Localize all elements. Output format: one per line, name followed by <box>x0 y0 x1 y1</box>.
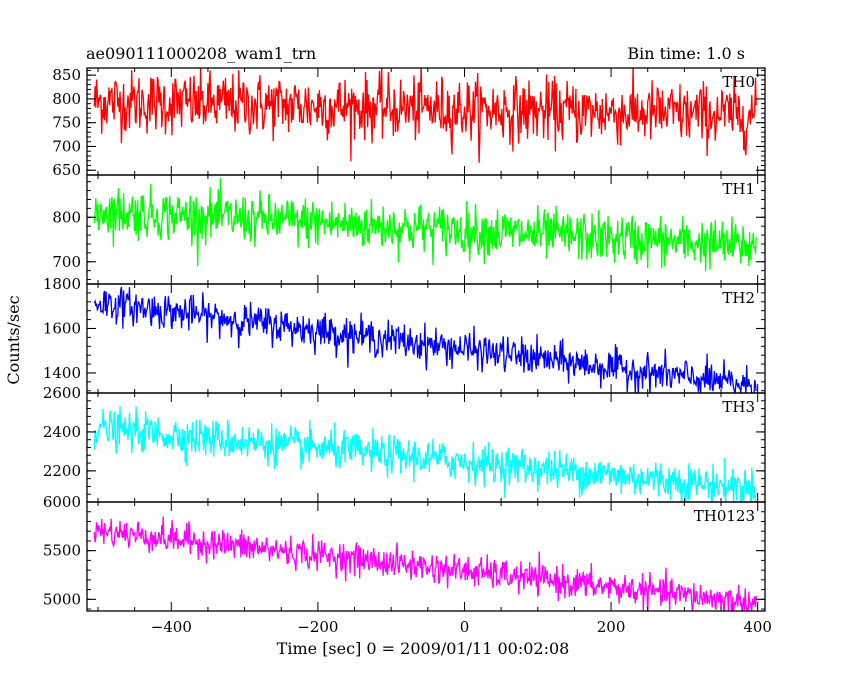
x-tick-label: −200 <box>297 618 338 636</box>
panel-th0123: 5000 5500 6000 TH0123 <box>43 493 766 612</box>
panel-label-th1: TH1 <box>722 180 755 198</box>
y-tick-label: 6000 <box>43 493 81 511</box>
panel-th3: 2200 2400 2600 TH3 <box>43 384 766 503</box>
panels-group: 650 700 750 800 850 TH0 700 800 TH1 1400 1600 1800 T… <box>43 66 766 612</box>
series-th1 <box>93 177 757 272</box>
y-tick-label: 1800 <box>43 275 81 293</box>
y-tick-label: 2600 <box>43 384 81 402</box>
x-axis-label: Time [sec] 0 = 2009/01/11 00:02:08 <box>277 639 570 658</box>
x-axis: −400 −200 0 200 400 <box>151 618 772 636</box>
panel-label-th3: TH3 <box>722 398 755 416</box>
y-tick-label: 5500 <box>43 542 81 560</box>
panel-label-th0: TH0 <box>722 73 755 91</box>
y-tick-label: 5000 <box>43 590 81 608</box>
panel-th1: 700 800 TH1 <box>52 174 766 285</box>
panel-th2: 1400 1600 1800 TH2 <box>43 275 766 394</box>
header-right-title: Bin time: 1.0 s <box>627 44 745 63</box>
panel-frame <box>86 67 766 176</box>
panel-label-th0123: TH0123 <box>694 507 755 525</box>
y-tick-label: 2400 <box>43 423 81 441</box>
y-tick-label: 850 <box>52 66 81 84</box>
header-left-title: ae090111000208_wam1_trn <box>86 44 316 63</box>
panel-th0: 650 700 750 800 850 TH0 <box>52 66 766 179</box>
x-tick-label: 400 <box>743 618 772 636</box>
panel-label-th2: TH2 <box>722 289 755 307</box>
x-tick-label: −400 <box>151 618 192 636</box>
y-tick-label: 650 <box>52 161 81 179</box>
y-tick-label: 750 <box>52 114 81 132</box>
y-tick-label: 700 <box>52 253 81 271</box>
x-tick-label: 0 <box>460 618 470 636</box>
y-tick-label: 2200 <box>43 462 81 480</box>
y-tick-label: 700 <box>52 137 81 155</box>
series-th0 <box>93 68 757 163</box>
y-axis-label: Counts/sec <box>4 295 23 384</box>
y-tick-label: 800 <box>52 208 81 226</box>
x-tick-label: 200 <box>597 618 626 636</box>
y-tick-label: 800 <box>52 90 81 108</box>
panel-frame <box>86 501 766 612</box>
series-th0123 <box>93 516 757 611</box>
series-th3 <box>93 406 757 502</box>
series-th2 <box>93 286 757 393</box>
y-tick-label: 1600 <box>43 319 81 337</box>
y-tick-label: 1400 <box>43 364 81 382</box>
